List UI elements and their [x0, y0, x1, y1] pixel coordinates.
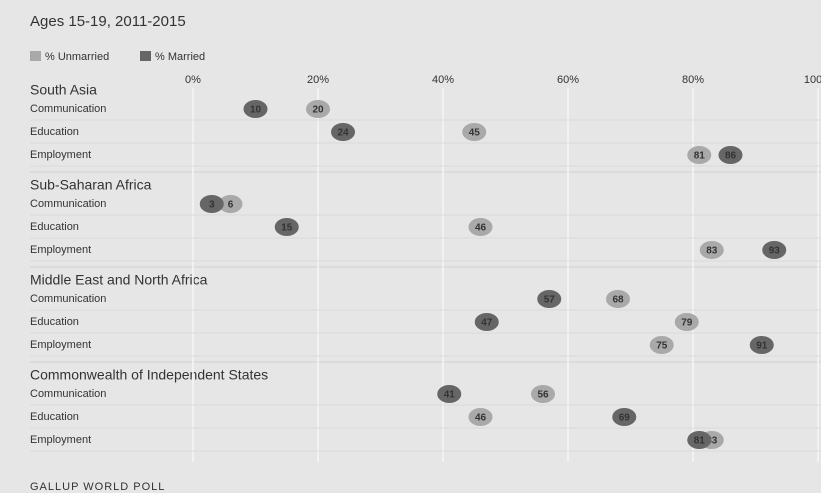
data-label: 93 [769, 246, 781, 257]
dot [274, 218, 299, 236]
data-label: 41 [444, 390, 456, 401]
dot [243, 100, 268, 118]
data-label: 46 [475, 223, 487, 234]
legend-swatch [140, 51, 151, 61]
row-label: Employment [30, 434, 91, 446]
data-label: 69 [619, 413, 631, 424]
dot [762, 241, 787, 259]
x-tick-label: 20% [307, 74, 329, 86]
data-label: 15 [281, 223, 293, 234]
row-label: Employment [30, 149, 91, 161]
row-label: Communication [30, 198, 106, 210]
row-label: Education [30, 126, 79, 138]
legend-swatch [30, 51, 41, 61]
row-label: Communication [30, 388, 106, 400]
dot [199, 195, 224, 213]
source: GALLUP WORLD POLL [30, 481, 165, 493]
legend-label: % Unmarried [45, 51, 109, 63]
dot [537, 290, 562, 308]
legend-label: % Married [155, 51, 205, 63]
data-label: 83 [706, 436, 718, 447]
row-label: Employment [30, 244, 91, 256]
data-label: 20 [312, 105, 324, 116]
data-label: 6 [228, 200, 234, 211]
data-label: 83 [706, 246, 718, 257]
row-label: Communication [30, 293, 106, 305]
data-label: 75 [656, 341, 668, 352]
x-tick-label: 60% [557, 74, 579, 86]
dot [612, 408, 637, 426]
data-label: 56 [537, 390, 549, 401]
data-label: 3 [209, 200, 215, 211]
dot [437, 385, 462, 403]
dot [749, 336, 774, 354]
dot [699, 241, 724, 259]
group-label: Middle East and North Africa [30, 272, 208, 288]
data-label: 24 [337, 128, 349, 139]
data-label: 68 [612, 295, 624, 306]
dot [687, 431, 712, 449]
group-label: Sub-Saharan Africa [30, 177, 152, 193]
x-tick-label: 100% [804, 74, 821, 86]
dot [649, 336, 674, 354]
x-tick-label: 0% [185, 74, 201, 86]
row-label: Communication [30, 103, 106, 115]
dot [718, 146, 743, 164]
dot [331, 123, 355, 141]
data-label: 91 [756, 341, 768, 352]
dot [218, 195, 243, 213]
x-tick-label: 40% [432, 74, 454, 86]
data-label: 47 [481, 318, 493, 329]
chart-title: Ages 15-19, 2011-2015 [30, 13, 186, 30]
row-label: Education [30, 316, 79, 328]
dot [468, 408, 493, 426]
dot [468, 218, 493, 236]
row-label: Employment [30, 339, 91, 351]
dot [474, 313, 499, 331]
data-label: 81 [694, 436, 706, 447]
data-label: 79 [681, 318, 693, 329]
x-tick-label: 80% [682, 74, 704, 86]
dot [531, 385, 555, 403]
group-label: South Asia [30, 82, 97, 98]
data-label: 57 [544, 295, 556, 306]
dot [462, 123, 487, 141]
data-label: 86 [725, 151, 737, 162]
data-label: 45 [469, 128, 481, 139]
data-label: 81 [694, 151, 706, 162]
dot [674, 313, 699, 331]
group-label: Commonwealth of Independent States [30, 367, 268, 383]
data-label: 46 [475, 413, 487, 424]
dot [306, 100, 330, 118]
row-label: Education [30, 411, 79, 423]
dot [606, 290, 630, 308]
dot [687, 146, 712, 164]
row-label: Education [30, 221, 79, 233]
data-label: 10 [250, 105, 262, 116]
